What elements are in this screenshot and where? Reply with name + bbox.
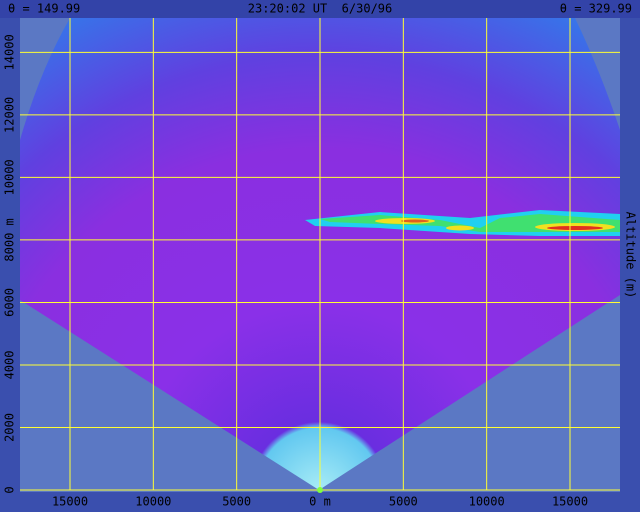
header-center: 23:20:02 UT 6/30/96 <box>248 2 393 16</box>
header-bar <box>0 0 640 18</box>
y-tick-label: 10000 <box>3 159 17 195</box>
layer-core <box>547 226 603 230</box>
header-left: θ = 149.99 <box>8 2 80 16</box>
y-tick-label: 6000 <box>3 288 17 317</box>
y-tick-label: 4000 <box>3 351 17 380</box>
y-tick-label: 12000 <box>3 97 17 133</box>
aerosol-layer <box>305 210 620 236</box>
header-right: θ = 329.99 <box>560 2 632 16</box>
y-tick-label: 2000 <box>3 413 17 442</box>
x-tick-label: 0 m <box>309 495 331 509</box>
y-tick-label: 8000 m <box>3 218 17 261</box>
origin-marker <box>317 487 323 493</box>
x-tick-label: 10000 <box>469 495 505 509</box>
y-tick-label: 0 <box>3 486 17 493</box>
x-tick-label: 15000 <box>52 495 88 509</box>
y-axis-label: Altitude (m) <box>624 212 638 299</box>
x-tick-label: 5000 <box>389 495 418 509</box>
layer-core <box>446 225 474 231</box>
x-tick-label: 5000 <box>222 495 251 509</box>
x-tick-label: 10000 <box>135 495 171 509</box>
x-tick-label: 15000 <box>552 495 588 509</box>
y-tick-label: 14000 <box>3 34 17 70</box>
layer-core <box>401 219 429 223</box>
